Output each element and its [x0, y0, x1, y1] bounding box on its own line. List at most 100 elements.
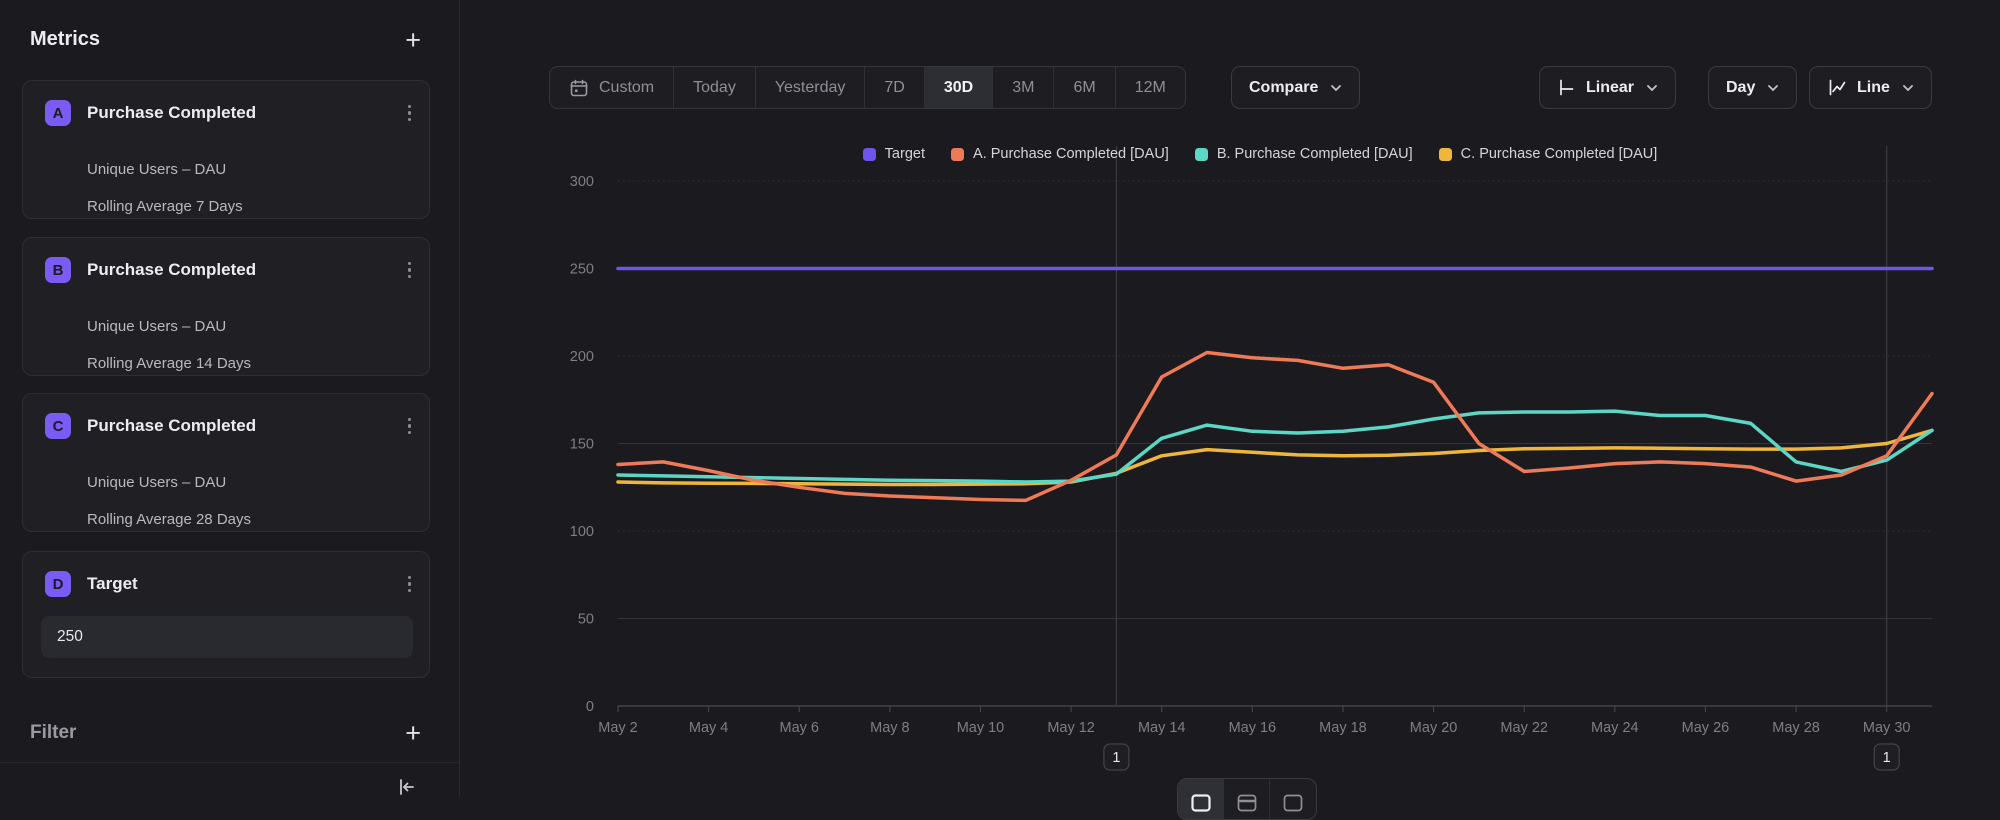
legend-item-b[interactable]: B. Purchase Completed [DAU]	[1194, 146, 1413, 162]
annotation-badge-label: 1	[1883, 750, 1891, 766]
target-value-input[interactable]: 250	[41, 616, 413, 658]
range-6m[interactable]: 6M	[1054, 67, 1116, 108]
kebab-menu-icon[interactable]	[406, 258, 414, 283]
x-axis-label: May 10	[957, 720, 1005, 736]
legend-swatch-c	[1438, 147, 1452, 161]
x-axis-label: May 30	[1863, 720, 1911, 736]
chevron-down-icon	[1902, 84, 1914, 92]
range-12m[interactable]: 12M	[1134, 78, 1166, 96]
metric-rolling-average[interactable]: Rolling Average 7 Days	[87, 198, 243, 215]
range-7d[interactable]: 7D	[865, 67, 925, 108]
range-today[interactable]: Today	[674, 67, 756, 108]
annotation-badge-label: 1	[1112, 750, 1120, 766]
chart-type-label: Line	[1857, 78, 1890, 96]
line-chart-icon	[1829, 79, 1846, 96]
x-axis-label: May 14	[1138, 720, 1186, 736]
metric-badge-a: A	[45, 100, 71, 126]
annotation-badge[interactable]	[1873, 743, 1900, 771]
series-line-b[interactable]	[616, 409, 1934, 484]
sidebar-title: Metrics	[30, 28, 101, 50]
x-axis-label: May 6	[779, 720, 819, 736]
filter-section: Filter +	[30, 718, 421, 748]
range-3m[interactable]: 3M	[993, 67, 1055, 108]
x-axis-label: May 20	[1410, 720, 1458, 736]
linear-axis-icon	[1560, 79, 1574, 96]
metric-card-head: B Purchase Completed	[45, 257, 413, 283]
range-custom[interactable]: Custom	[550, 67, 675, 108]
target-card[interactable]: D Target 250	[22, 551, 430, 678]
legend-label: A. Purchase Completed [DAU]	[972, 146, 1169, 162]
legend-item-a[interactable]: A. Purchase Completed [DAU]	[950, 146, 1169, 162]
y-axis-label: 300	[570, 174, 594, 190]
metric-rolling-average[interactable]: Rolling Average 28 Days	[87, 511, 251, 528]
metric-measure[interactable]: Unique Users – DAU	[87, 318, 227, 335]
metric-measure[interactable]: Unique Users – DAU	[87, 161, 227, 178]
view-mode-split[interactable]	[1224, 779, 1270, 819]
calendar-icon	[570, 79, 588, 96]
view-mode-chart[interactable]	[1178, 779, 1224, 819]
sidebar-header: Metrics +	[30, 24, 421, 55]
range-custom-label: Custom	[599, 78, 655, 96]
range-yesterday[interactable]: Yesterday	[756, 67, 866, 108]
metric-card-head: A Purchase Completed	[45, 100, 413, 126]
compare-label: Compare	[1249, 78, 1319, 96]
x-axis-label: May 2	[598, 720, 638, 736]
series-line-c[interactable]	[616, 428, 1934, 487]
interval-label: Day	[1726, 78, 1756, 96]
interval-select-button[interactable]: Day	[1708, 66, 1798, 109]
series-line-a[interactable]	[616, 350, 1934, 503]
chart-legend: Target A. Purchase Completed [DAU] B. Pu…	[560, 146, 1960, 162]
legend-label: Target	[884, 146, 925, 162]
x-axis-label: May 24	[1591, 720, 1639, 736]
metric-badge-c: C	[45, 413, 71, 439]
scale-label: Linear	[1586, 78, 1635, 96]
table-view-icon	[1283, 794, 1303, 812]
add-metric-button[interactable]: +	[405, 24, 421, 55]
legend-swatch-target	[862, 147, 876, 161]
y-axis-label: 0	[586, 699, 594, 715]
target-card-head: D Target	[45, 571, 413, 597]
metric-measure[interactable]: Unique Users – DAU	[87, 474, 227, 491]
metric-card-b[interactable]: B Purchase Completed Unique Users – DAU …	[22, 237, 430, 376]
split-view-icon	[1237, 794, 1256, 812]
metric-badge-d: D	[45, 571, 71, 597]
metric-rolling-average[interactable]: Rolling Average 14 Days	[87, 355, 251, 372]
legend-item-target[interactable]: Target	[862, 146, 925, 162]
view-mode-segmented-control	[1177, 778, 1317, 820]
x-axis-label: May 8	[870, 720, 910, 736]
view-mode-table[interactable]	[1270, 779, 1316, 819]
scale-select-button[interactable]: Linear	[1539, 66, 1677, 109]
kebab-menu-icon[interactable]	[406, 101, 414, 126]
metric-title: Purchase Completed	[87, 416, 257, 435]
metric-title: Purchase Completed	[87, 103, 257, 122]
range-30d[interactable]: 30D	[924, 67, 994, 108]
chart-type-select-button[interactable]: Line	[1809, 66, 1932, 109]
chevron-down-icon	[1767, 84, 1779, 92]
legend-label: B. Purchase Completed [DAU]	[1216, 146, 1413, 162]
x-axis-label: May 18	[1319, 720, 1367, 736]
kebab-menu-icon[interactable]	[406, 572, 414, 597]
chevron-down-icon	[1646, 84, 1658, 92]
y-axis-label: 100	[570, 524, 594, 540]
chart-view-icon	[1190, 794, 1211, 812]
add-filter-button[interactable]: +	[405, 718, 421, 748]
y-axis-label: 250	[570, 262, 594, 278]
y-axis-label: 150	[570, 437, 594, 453]
metric-card-c[interactable]: C Purchase Completed Unique Users – DAU …	[22, 393, 430, 532]
kebab-menu-icon[interactable]	[406, 414, 414, 439]
y-axis-label: 200	[570, 349, 594, 365]
legend-swatch-b	[1194, 147, 1208, 161]
y-axis-label: 50	[578, 612, 594, 628]
sidebar-divider	[0, 762, 460, 763]
x-axis-label: May 12	[1047, 720, 1095, 736]
legend-label: C. Purchase Completed [DAU]	[1460, 146, 1658, 162]
chevron-down-icon	[1330, 84, 1342, 92]
chart-svg[interactable]: 0 50 100 150 200 250 300 May 2 May 4 May 6 May 8 Ma…	[560, 130, 1960, 780]
annotation-badge[interactable]	[1103, 743, 1130, 771]
metric-card-a[interactable]: A Purchase Completed Unique Users – DAU …	[22, 80, 430, 219]
metric-card-head: C Purchase Completed	[45, 413, 413, 439]
x-axis-label: May 26	[1682, 720, 1730, 736]
compare-button[interactable]: Compare	[1231, 66, 1361, 109]
legend-item-c[interactable]: C. Purchase Completed [DAU]	[1438, 146, 1658, 162]
collapse-sidebar-icon[interactable]	[396, 776, 418, 803]
